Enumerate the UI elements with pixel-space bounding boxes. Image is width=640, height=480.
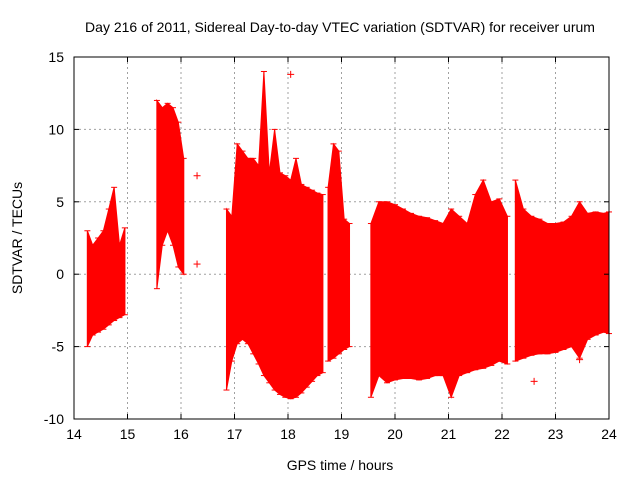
errorbar-segment: [84, 186, 128, 348]
y-tick-label: -10: [44, 411, 64, 427]
x-tick-label: 14: [66, 426, 82, 442]
x-axis-label: GPS time / hours: [287, 457, 394, 473]
errorbar-segment: [367, 178, 511, 399]
x-tick-label: 22: [494, 426, 510, 442]
outlier-point: [193, 260, 201, 268]
x-tick-label: 20: [387, 426, 403, 442]
y-tick-label: 10: [48, 121, 64, 137]
axes: 14 15 16 17 18 19 20 21 22 23 24 -10 -5 0 5 10 15: [44, 49, 617, 442]
data-series: [84, 70, 612, 400]
y-tick-label: -5: [52, 339, 65, 355]
chart-title: Day 216 of 2011, Sidereal Day-to-day VTE…: [85, 19, 595, 35]
y-tick-label: 15: [48, 49, 64, 65]
x-tick-label: 23: [548, 426, 564, 442]
outlier-point: [193, 172, 201, 180]
outlier-point: [530, 377, 538, 385]
y-tick-label: 5: [56, 194, 64, 210]
y-tick-label: 0: [56, 266, 64, 282]
x-tick-label: 18: [280, 426, 296, 442]
errorbar-segment: [325, 142, 353, 362]
x-tick-label: 16: [173, 426, 189, 442]
x-tick-label: 17: [227, 426, 243, 442]
errorbar-segment: [153, 98, 187, 290]
outlier-point: [287, 70, 295, 78]
y-axis-label: SDTVAR / TECUs: [9, 182, 25, 294]
x-tick-label: 19: [334, 426, 350, 442]
errorbar-segment: [512, 179, 612, 362]
errorbar-segment: [223, 70, 326, 400]
x-tick-label: 21: [441, 426, 457, 442]
x-tick-label: 24: [601, 426, 617, 442]
x-tick-label: 15: [120, 426, 136, 442]
outlier-point: [576, 356, 584, 364]
